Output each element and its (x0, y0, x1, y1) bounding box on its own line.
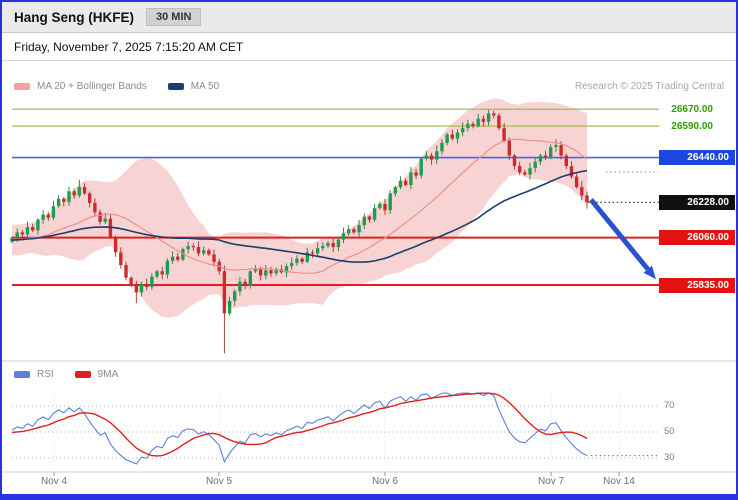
annotations (589, 171, 658, 280)
rsi-9ma-swatch (74, 371, 91, 378)
instrument-title: Hang Seng (HKFE) (14, 9, 134, 25)
candles (10, 109, 589, 354)
rsi-9ma-label: 9MA (97, 369, 119, 380)
ma20-bollinger-swatch (14, 83, 30, 90)
research-credit: Research © 2025 Trading Central (574, 81, 724, 92)
rsi-line (11, 392, 588, 465)
ma50-label: MA 50 (190, 81, 220, 92)
chart-header: Hang Seng (HKFE) 30 MIN (2, 2, 736, 33)
panel-dividers (2, 360, 736, 476)
price-legend: MA 20 + Bollinger Bands MA 50 (14, 81, 233, 92)
bollinger-band (12, 98, 587, 318)
ma20-bollinger-label: MA 20 + Bollinger Bands (37, 81, 147, 92)
interval-badge: 30 MIN (146, 8, 202, 26)
rsi-swatch (14, 371, 30, 378)
rsi-label: RSI (37, 369, 54, 380)
rsi-panel (11, 392, 659, 468)
down-arrow-head (643, 265, 656, 280)
rsi-legend: RSI 9MA (14, 369, 132, 380)
rsi-9ma-line (11, 392, 588, 457)
date-row: Friday, November 7, 2025 7:15:20 AM CET (2, 33, 736, 61)
chart-canvas (2, 98, 736, 476)
down-arrow (589, 198, 650, 271)
ma50-swatch (167, 83, 184, 90)
moving-average-lines (11, 138, 588, 274)
chart-timestamp: Friday, November 7, 2025 7:15:20 AM CET (14, 39, 244, 54)
